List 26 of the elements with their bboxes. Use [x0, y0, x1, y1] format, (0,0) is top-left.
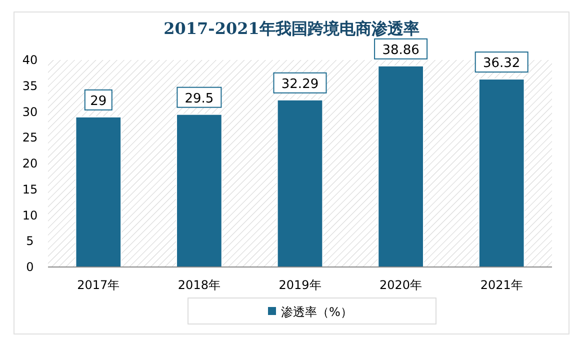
data-label: 29.5	[184, 91, 214, 106]
chart-title: 2017-2021年我国跨境电商渗透率	[164, 19, 420, 38]
y-tick-label: 30	[22, 104, 38, 119]
x-tick-label: 2018年	[178, 278, 220, 292]
data-label: 29	[90, 94, 107, 109]
legend-label: 渗透率（%）	[281, 305, 352, 319]
data-label: 38.86	[382, 42, 420, 58]
y-tick-label: 0	[26, 260, 34, 274]
bar	[378, 65, 424, 268]
y-tick-label: 10	[22, 208, 38, 222]
bar	[75, 116, 122, 268]
x-tick-label: 2017年	[77, 278, 120, 292]
y-tick-label: 5	[26, 234, 34, 248]
bar	[276, 99, 324, 268]
data-label: 32.29	[281, 76, 319, 92]
x-tick-label: 2020年	[380, 278, 422, 292]
data-label: 36.32	[482, 56, 520, 72]
y-tick-label: 15	[22, 182, 38, 196]
y-tick-label: 35	[22, 78, 38, 93]
bar	[176, 114, 222, 268]
x-tick-label: 2019年	[278, 278, 322, 292]
y-tick-label: 40	[22, 53, 38, 67]
y-tick-label: 20	[22, 156, 38, 170]
x-tick-label: 2021年	[480, 278, 523, 292]
bar	[478, 78, 525, 268]
y-tick-label: 25	[22, 130, 38, 145]
